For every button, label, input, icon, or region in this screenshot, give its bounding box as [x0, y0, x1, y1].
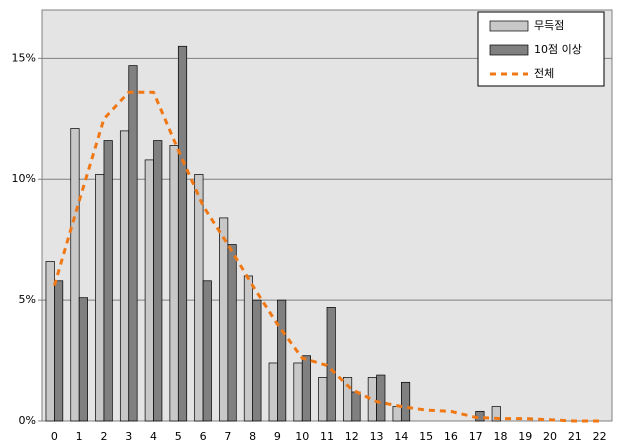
x-tick-label: 5 [175, 430, 182, 443]
x-tick-label: 8 [249, 430, 256, 443]
bar [277, 299, 287, 422]
x-tick-label: 2 [100, 430, 107, 443]
x-tick-label: 0 [51, 430, 58, 443]
legend-swatch [489, 20, 529, 32]
legend-swatch [489, 44, 529, 56]
x-tick-label: 16 [444, 430, 458, 443]
bar [400, 381, 411, 422]
y-tick-label: 15% [12, 51, 36, 64]
bar [318, 377, 328, 422]
bar [392, 406, 402, 422]
bar [268, 362, 278, 422]
x-tick-label: 15 [419, 430, 433, 443]
x-tick-label: 10 [295, 430, 309, 443]
x-tick-label: 13 [370, 430, 384, 443]
x-tick-label: 7 [224, 430, 231, 443]
bar [351, 391, 361, 422]
bar [491, 406, 501, 422]
bar [219, 217, 229, 422]
bar [194, 174, 204, 422]
legend-label: 10점 이상 [534, 43, 582, 56]
x-tick-label: 20 [543, 430, 557, 443]
bar [252, 299, 262, 422]
bar [301, 355, 311, 422]
y-tick-label: 0% [19, 414, 36, 427]
bar [128, 65, 138, 422]
bar [243, 275, 254, 422]
bar [103, 140, 113, 422]
x-tick-label: 17 [469, 430, 483, 443]
x-tick-label: 6 [200, 430, 207, 443]
y-tick-label: 5% [19, 293, 36, 306]
bar [227, 244, 237, 422]
y-tick-label: 10% [12, 172, 36, 185]
x-tick-label: 11 [320, 430, 334, 443]
line-series [52, 90, 600, 423]
x-tick-label: 21 [568, 430, 582, 443]
x-tick-label: 22 [593, 430, 607, 443]
bar [54, 280, 64, 422]
x-tick-label: 4 [150, 430, 157, 443]
bar [169, 145, 179, 422]
bar [177, 45, 188, 422]
bar [202, 280, 212, 422]
bar [293, 362, 303, 422]
x-tick-label: 9 [274, 430, 281, 443]
legend-label: 전체 [534, 67, 554, 80]
bar [78, 297, 88, 422]
bar [376, 374, 386, 422]
x-tick-label: 14 [394, 430, 408, 443]
x-tick-label: 18 [493, 430, 507, 443]
bar [45, 261, 55, 422]
x-tick-label: 3 [125, 430, 132, 443]
x-tick-label: 12 [345, 430, 359, 443]
x-tick-label: 1 [76, 430, 83, 443]
bar [119, 130, 130, 422]
x-tick-label: 19 [518, 430, 532, 443]
bar [95, 174, 105, 422]
bar [153, 140, 163, 422]
legend-label: 무득점 [534, 19, 564, 32]
bar [326, 307, 336, 422]
bar [70, 128, 80, 422]
bar [144, 159, 154, 422]
